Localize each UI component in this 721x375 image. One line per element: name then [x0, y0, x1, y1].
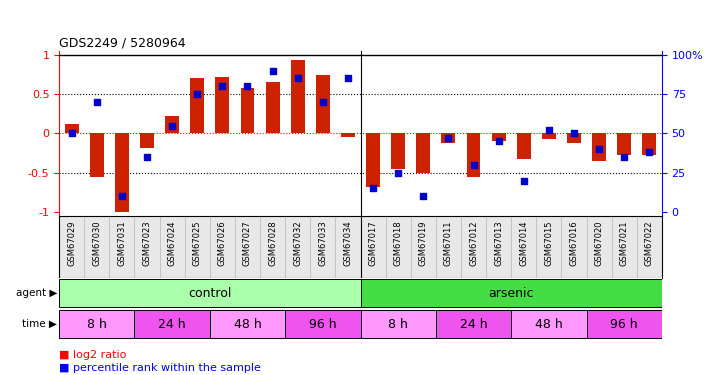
Text: ■ log2 ratio: ■ log2 ratio [59, 350, 126, 360]
Bar [140, 134, 154, 148]
Text: GSM67015: GSM67015 [544, 220, 553, 266]
Text: 24 h: 24 h [460, 318, 487, 330]
Bar [286, 310, 360, 338]
Text: 8 h: 8 h [388, 318, 408, 330]
Text: GSM67032: GSM67032 [293, 220, 302, 266]
Bar [59, 279, 360, 308]
Bar [642, 134, 656, 156]
Text: GSM67023: GSM67023 [143, 220, 151, 266]
Text: GSM67033: GSM67033 [319, 220, 327, 266]
Bar [65, 124, 79, 134]
Bar [587, 310, 662, 338]
Bar [216, 77, 229, 134]
Text: GSM67014: GSM67014 [519, 220, 528, 266]
Text: GSM67011: GSM67011 [444, 220, 453, 266]
Point [543, 128, 554, 134]
Text: GSM67028: GSM67028 [268, 220, 277, 266]
Text: GSM67022: GSM67022 [645, 220, 654, 266]
Text: GSM67019: GSM67019 [419, 220, 428, 266]
Bar [511, 310, 587, 338]
Bar [366, 134, 380, 187]
Point [644, 149, 655, 155]
Point [342, 75, 354, 81]
Bar [210, 310, 286, 338]
Bar [266, 82, 280, 134]
Point [267, 68, 278, 74]
Point [66, 130, 77, 136]
Text: GSM67025: GSM67025 [193, 220, 202, 266]
Bar [241, 88, 255, 134]
Point [167, 123, 178, 129]
Text: control: control [188, 287, 231, 300]
Bar [134, 310, 210, 338]
Point [116, 194, 128, 200]
Text: GSM67021: GSM67021 [620, 220, 629, 266]
Text: 48 h: 48 h [535, 318, 562, 330]
Bar [115, 134, 129, 212]
Bar [417, 134, 430, 173]
Text: GSM67012: GSM67012 [469, 220, 478, 266]
Text: GSM67017: GSM67017 [368, 220, 378, 266]
Bar [392, 134, 405, 169]
Text: 96 h: 96 h [611, 318, 638, 330]
Text: GSM67030: GSM67030 [92, 220, 101, 266]
Bar [592, 134, 606, 161]
Text: ■ percentile rank within the sample: ■ percentile rank within the sample [59, 363, 261, 373]
Point [192, 91, 203, 97]
Point [518, 178, 529, 184]
Bar [291, 60, 304, 134]
Text: GDS2249 / 5280964: GDS2249 / 5280964 [59, 37, 186, 50]
Text: GSM67034: GSM67034 [343, 220, 353, 266]
Text: GSM67029: GSM67029 [67, 220, 76, 266]
Text: GSM67027: GSM67027 [243, 220, 252, 266]
Point [91, 99, 102, 105]
Text: GSM67016: GSM67016 [570, 220, 578, 266]
Bar [59, 310, 134, 338]
Point [468, 162, 479, 168]
Text: GSM67031: GSM67031 [118, 220, 126, 266]
Text: GSM67018: GSM67018 [394, 220, 402, 266]
Bar [360, 310, 435, 338]
Text: GSM67024: GSM67024 [168, 220, 177, 266]
Bar [617, 134, 631, 155]
Point [392, 170, 404, 176]
Point [367, 186, 379, 192]
Bar [466, 134, 480, 177]
Bar [360, 279, 662, 308]
Bar [441, 134, 455, 143]
Point [242, 83, 253, 89]
Text: GSM67013: GSM67013 [494, 220, 503, 266]
Point [619, 154, 630, 160]
Bar [517, 134, 531, 159]
Text: 8 h: 8 h [87, 318, 107, 330]
Bar [165, 116, 179, 134]
Bar [492, 134, 505, 141]
Point [317, 99, 329, 105]
Text: agent ▶: agent ▶ [16, 288, 57, 298]
Bar [190, 78, 204, 134]
Point [568, 130, 580, 136]
Bar [435, 310, 511, 338]
Bar [341, 134, 355, 137]
Point [292, 75, 304, 81]
Text: arsenic: arsenic [488, 287, 534, 300]
Bar [567, 134, 581, 143]
Bar [316, 75, 329, 134]
Text: 96 h: 96 h [309, 318, 337, 330]
Text: 48 h: 48 h [234, 318, 261, 330]
Bar [90, 134, 104, 177]
Text: time ▶: time ▶ [22, 319, 57, 329]
Bar [542, 134, 556, 139]
Point [141, 154, 153, 160]
Point [593, 146, 605, 152]
Text: 24 h: 24 h [159, 318, 186, 330]
Text: GSM67020: GSM67020 [595, 220, 603, 266]
Point [417, 194, 429, 200]
Text: GSM67026: GSM67026 [218, 220, 227, 266]
Point [443, 135, 454, 141]
Point [216, 83, 228, 89]
Point [493, 138, 505, 144]
